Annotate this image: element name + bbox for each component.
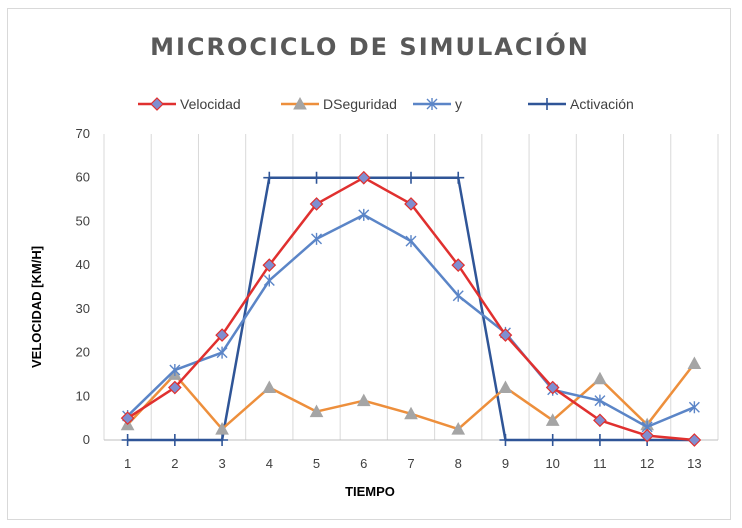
data-point (451, 258, 466, 272)
series-line (126, 176, 695, 442)
legend-label: Activación (570, 96, 634, 112)
x-axis-ticks: 1 2 3 4 5 6 7 8 9 10 11 12 13 (124, 456, 702, 471)
data-point (546, 434, 559, 446)
data-point (310, 171, 323, 184)
data-point (545, 413, 560, 426)
legend-label: y (455, 96, 462, 112)
data-point (356, 393, 371, 407)
x-tick-label: 9 (502, 456, 509, 471)
y-tick-label: 40 (76, 257, 90, 272)
data-point (594, 394, 606, 407)
series-y (122, 208, 700, 433)
data-point (593, 413, 607, 428)
series-line (127, 176, 695, 442)
data-point (309, 197, 324, 211)
data-point (687, 433, 702, 447)
data-point (593, 371, 607, 385)
legend-item: Velocidad (138, 96, 241, 112)
x-tick-label: 6 (360, 456, 367, 471)
data-point (356, 170, 371, 185)
y-tick-label: 60 (76, 170, 90, 185)
data-point (215, 422, 229, 435)
y-tick-label: 30 (76, 301, 90, 316)
data-point (216, 346, 228, 359)
data-point (263, 171, 276, 184)
data-point (263, 274, 275, 287)
x-tick-label: 11 (593, 456, 607, 471)
y-tick-label: 10 (76, 388, 90, 403)
legend-item: Activación (528, 96, 634, 112)
data-point (358, 208, 370, 221)
y-tick-label: 0 (83, 432, 90, 447)
chart-frame: MICROCICLO DE SIMULACIÓN Velocidad DSegur… (7, 8, 731, 520)
legend-item: DSeguridad (281, 96, 397, 112)
data-point (168, 434, 181, 446)
series-velocidad (120, 170, 702, 447)
legend-item: y (413, 96, 462, 112)
data-point (452, 171, 465, 184)
x-tick-label: 1 (124, 456, 131, 471)
data-point (215, 328, 229, 342)
y-axis-ticks: 0 10 20 30 40 50 60 70 (76, 126, 90, 447)
data-point (498, 328, 513, 342)
data-point (404, 197, 418, 211)
data-point (452, 289, 464, 302)
legend-label: Velocidad (180, 96, 241, 112)
x-tick-label: 13 (687, 456, 701, 471)
chart-title: MICROCICLO DE SIMULACIÓN (150, 31, 590, 61)
data-point (169, 364, 181, 377)
data-point (216, 434, 229, 446)
data-point (498, 380, 513, 394)
series-dseguridad (120, 356, 702, 435)
data-point (451, 422, 466, 435)
data-point (593, 434, 606, 446)
x-tick-label: 7 (407, 456, 414, 471)
legend: Velocidad DSeguridad y Activación (138, 96, 634, 112)
data-point (404, 406, 418, 420)
x-tick-label: 5 (313, 456, 320, 471)
data-point (311, 232, 323, 245)
x-tick-label: 10 (545, 456, 559, 471)
data-point (687, 356, 702, 369)
data-point (120, 411, 135, 425)
y-tick-label: 70 (76, 126, 90, 141)
series-layer (120, 170, 702, 447)
x-tick-label: 2 (171, 456, 178, 471)
data-point (167, 380, 182, 395)
x-tick-label: 4 (266, 456, 273, 471)
legend-marker (150, 97, 164, 111)
data-point (121, 434, 134, 446)
data-point (688, 401, 700, 414)
legend-marker (426, 98, 438, 110)
line-chart: MICROCICLO DE SIMULACIÓN Velocidad DSegur… (29, 31, 719, 499)
legend-label: DSeguridad (323, 96, 397, 112)
data-point (545, 380, 560, 395)
legend-marker (541, 98, 553, 110)
x-axis-title: TIEMPO (345, 484, 395, 499)
data-point (640, 428, 655, 443)
x-tick-label: 3 (218, 456, 225, 471)
y-tick-label: 50 (76, 213, 90, 228)
y-axis-title: VELOCIDAD [KM/H] (29, 246, 44, 368)
data-point (405, 171, 417, 184)
data-point (405, 235, 417, 248)
series-activacion (121, 171, 701, 446)
legend-marker (293, 96, 307, 110)
x-tick-label: 12 (640, 456, 654, 471)
data-point (499, 434, 512, 446)
y-tick-label: 20 (76, 345, 90, 360)
data-point (309, 404, 324, 418)
data-point (262, 380, 277, 394)
x-tick-label: 8 (455, 456, 462, 471)
data-point (262, 258, 277, 272)
